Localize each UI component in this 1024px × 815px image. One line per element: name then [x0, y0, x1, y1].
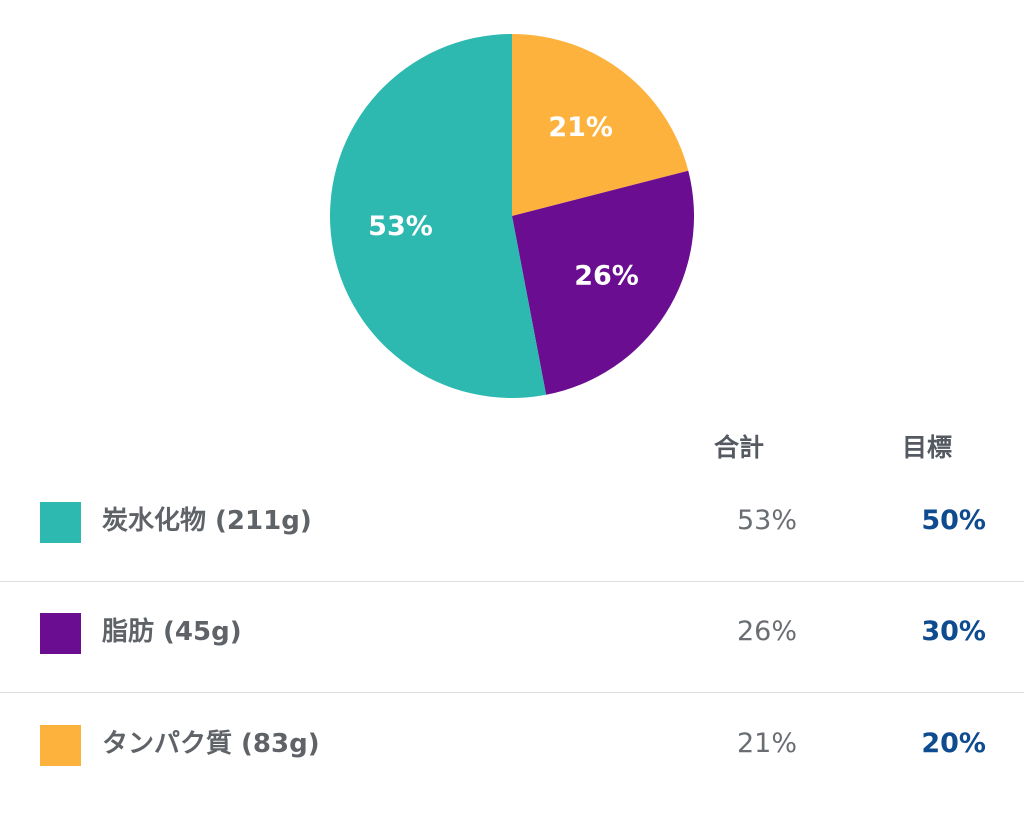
column-header-total: 合計 [714, 433, 765, 462]
column-header-goal: 目標 [902, 433, 953, 462]
carbohydrate-goal: 50% [921, 505, 986, 536]
macro-pie-chart: 21% 26% 53% [330, 34, 694, 398]
pie-label-carbohydrate: 53% [368, 211, 433, 242]
carbohydrate-label: 炭水化物 (211g) [102, 506, 312, 536]
carbohydrate-color-swatch [40, 502, 81, 543]
legend-row-carbohydrate: 炭水化物 (211g) 53% 50% [0, 470, 1024, 582]
legend-row-protein: タンパク質 (83g) 21% 20% [0, 693, 1024, 804]
pie-slice-protein [512, 34, 689, 216]
protein-goal: 20% [921, 728, 986, 759]
fat-color-swatch [40, 613, 81, 654]
protein-color-swatch [40, 725, 81, 766]
fat-goal: 30% [921, 616, 986, 647]
pie-slice-fat [512, 170, 694, 395]
legend-row-fat: 脂肪 (45g) 26% 30% [0, 581, 1024, 693]
pie-label-fat: 26% [574, 261, 639, 292]
pie-slice-carbohydrate [330, 34, 547, 398]
protein-total: 21% [736, 728, 797, 759]
carbohydrate-total: 53% [736, 505, 797, 536]
fat-label: 脂肪 (45g) [102, 617, 242, 647]
pie-label-protein: 21% [548, 112, 613, 143]
protein-label: タンパク質 (83g) [102, 729, 320, 759]
fat-total: 26% [736, 616, 797, 647]
